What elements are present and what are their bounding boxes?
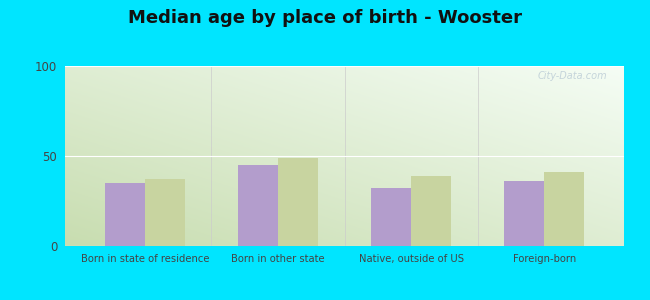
Bar <box>504 181 544 246</box>
Bar <box>278 158 318 246</box>
Bar <box>411 176 451 246</box>
Text: City-Data.com: City-Data.com <box>538 71 607 81</box>
Bar <box>371 188 411 246</box>
Text: Median age by place of birth - Wooster: Median age by place of birth - Wooster <box>128 9 522 27</box>
Bar <box>145 179 185 246</box>
Bar <box>544 172 584 246</box>
Bar <box>105 183 145 246</box>
Bar <box>238 165 278 246</box>
